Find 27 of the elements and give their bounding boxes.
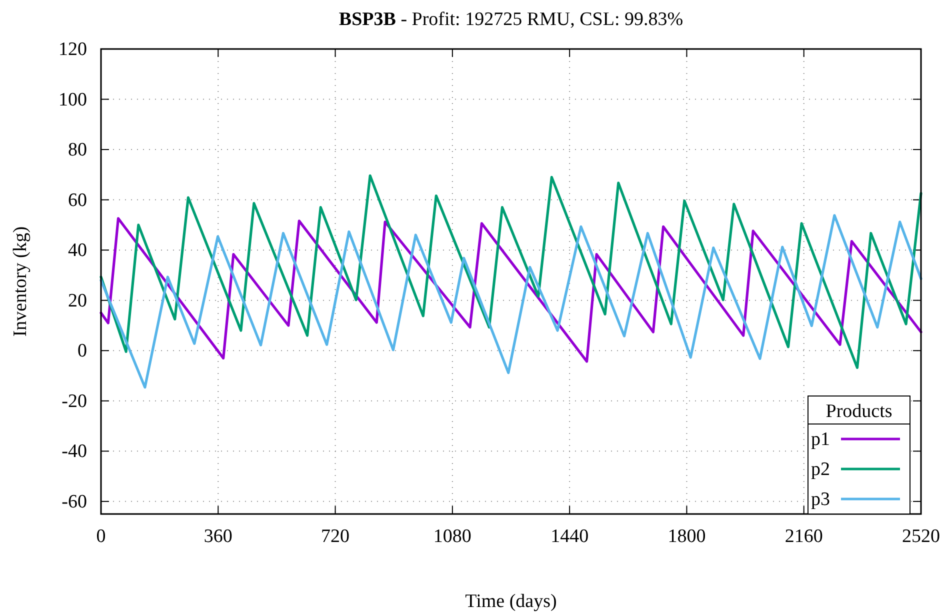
legend-label: p2 [811,459,830,480]
y-axis-title: Inventory (kg) [10,226,31,337]
y-tick-label: -40 [62,441,87,462]
line-series [100,214,922,389]
y-tick-label: -20 [62,390,87,412]
y-tick-label: 80 [68,140,87,161]
legend-label: p3 [811,489,830,510]
line-series [100,174,922,370]
chart-title: BSP3B - Profit: 192725 RMU, CSL: 99.83% [338,9,684,30]
y-tick-label: 120 [58,39,87,60]
x-tick-label: 0 [96,526,106,547]
x-tick-label: 360 [204,526,232,547]
x-tick-label: 1440 [550,526,589,547]
y-tick-label: 40 [68,240,87,262]
y-tick-label: 0 [78,340,87,362]
x-tick-label: 1080 [433,526,472,547]
x-tick-label: 2160 [784,526,823,547]
x-axis-title: Time (days) [465,591,557,612]
x-tick-label: 2520 [902,526,940,547]
y-tick-label: -60 [62,491,87,512]
y-tick-label: 100 [58,89,87,110]
legend-label: p1 [811,429,830,450]
legend-title: Products [826,401,892,422]
y-tick-label: 20 [68,290,87,312]
x-tick-label: 720 [321,526,350,547]
y-tick-label: 60 [68,190,87,211]
x-tick-label: 1800 [668,526,706,547]
